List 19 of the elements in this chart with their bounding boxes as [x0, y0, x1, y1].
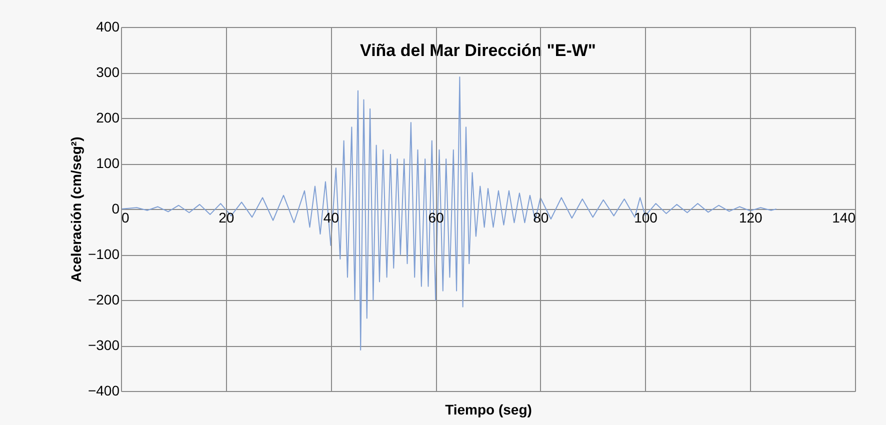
text: Viña del Mar Dirección "E-W" [360, 41, 596, 60]
y-tick-label: 200 [96, 110, 120, 126]
y-tick-label: 100 [96, 155, 120, 171]
y-axis-title: Aceleración (cm/seg²) [68, 136, 84, 282]
y-tick-label: 400 [96, 18, 120, 34]
x-tick-label: 120 [738, 210, 763, 226]
x-axis-title: Tiempo (seg) [445, 402, 532, 418]
line-series [120, 76, 777, 351]
x-tick-label: 40 [323, 210, 340, 226]
x-tick-label: 100 [634, 210, 658, 226]
x-tick-label: 60 [428, 210, 444, 226]
x-tick-label: 80 [533, 210, 549, 226]
y-tick-label: −100 [88, 246, 120, 262]
y-tick-label: −400 [88, 382, 120, 398]
x-tick-label: 20 [218, 210, 234, 226]
x-tick-label: 140 [832, 210, 856, 226]
y-tick-label: 300 [96, 64, 120, 80]
y-tick-label: −200 [88, 292, 120, 308]
y-tick-label: −300 [88, 337, 120, 353]
